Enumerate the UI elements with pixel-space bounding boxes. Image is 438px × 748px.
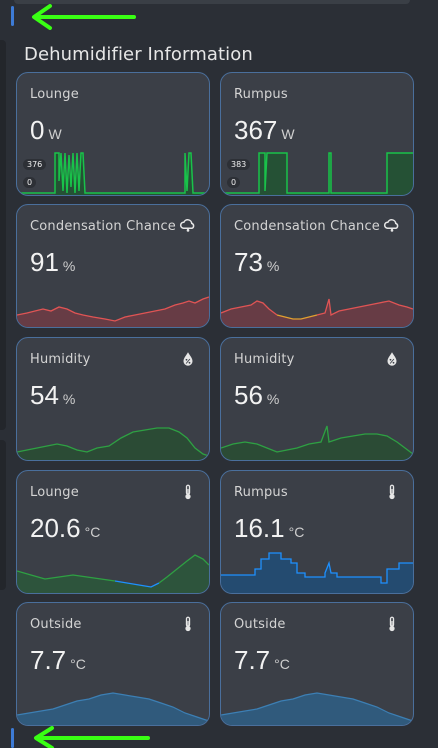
power-graph [221, 152, 413, 195]
top-accent-bar [11, 6, 14, 26]
humidity-graph [221, 425, 413, 460]
graph-min-label: 0 [23, 177, 37, 188]
power-card-rumpus[interactable]: Rumpus 367 W 383 0 [220, 72, 414, 196]
humidity-card-lounge[interactable]: Humidity 54% [16, 337, 210, 461]
side-panel-edge-lower [0, 440, 6, 590]
temperature-graph [221, 692, 413, 725]
thermometer-icon [185, 616, 191, 632]
temperature-card-lounge[interactable]: Lounge 20.6 °C [16, 470, 210, 594]
condensation-card-rumpus[interactable]: Condensation Chance 73% [220, 204, 414, 328]
card-label: Humidity [234, 352, 295, 367]
card-label: Lounge [30, 485, 79, 500]
card-label: Condensation Chance [30, 219, 177, 234]
card-label: Humidity [30, 352, 91, 367]
graph-max-label: 383 [227, 159, 251, 170]
card-label: Rumpus [234, 87, 288, 102]
card-label: Condensation Chance [234, 219, 381, 234]
card-value: 56% [234, 380, 280, 410]
card-value: 7.7 °C [30, 645, 86, 675]
condensation-graph [221, 298, 413, 327]
weather-rainy-cloud-icon [179, 219, 195, 232]
water-percent-icon [387, 352, 397, 366]
thermometer-icon [389, 616, 395, 632]
temperature-card-outside[interactable]: Outside 7.7 °C [16, 602, 210, 726]
arrow-left-icon [32, 4, 136, 30]
temperature-graph [17, 692, 209, 725]
card-label: Rumpus [234, 485, 288, 500]
humidity-graph [17, 427, 209, 460]
card-value: 367 W [234, 115, 295, 145]
condensation-graph [17, 296, 209, 327]
card-value: 7.7 °C [234, 645, 290, 675]
card-label: Outside [234, 617, 286, 632]
card-value: 16.1 °C [234, 513, 305, 543]
card-value: 20.6 °C [30, 513, 101, 543]
humidity-card-rumpus[interactable]: Humidity 56% [220, 337, 414, 461]
card-label: Lounge [30, 87, 79, 102]
arrow-left-icon-bottom [34, 726, 150, 748]
thermometer-icon [185, 484, 191, 500]
graph-max-label: 376 [23, 159, 47, 170]
water-percent-icon [183, 352, 193, 366]
card-value: 54% [30, 380, 76, 410]
weather-rainy-cloud-icon [383, 219, 399, 232]
temperature-card-rumpus[interactable]: Rumpus 16.1 °C [220, 470, 414, 594]
temperature-card-outside-2[interactable]: Outside 7.7 °C [220, 602, 414, 726]
card-value: 91% [30, 247, 76, 277]
card-label: Outside [30, 617, 82, 632]
condensation-card-lounge[interactable]: Condensation Chance 91% [16, 204, 210, 328]
side-panel-edge [0, 40, 6, 430]
section-title: Dehumidifier Information [24, 44, 253, 65]
card-value: 73% [234, 247, 280, 277]
graph-min-label: 0 [227, 177, 241, 188]
bottom-accent-bar [11, 728, 14, 748]
previous-card-edge [14, 0, 410, 4]
temperature-graph [221, 552, 413, 593]
power-graph [17, 152, 209, 195]
temperature-graph [17, 554, 209, 593]
thermometer-icon [389, 484, 395, 500]
